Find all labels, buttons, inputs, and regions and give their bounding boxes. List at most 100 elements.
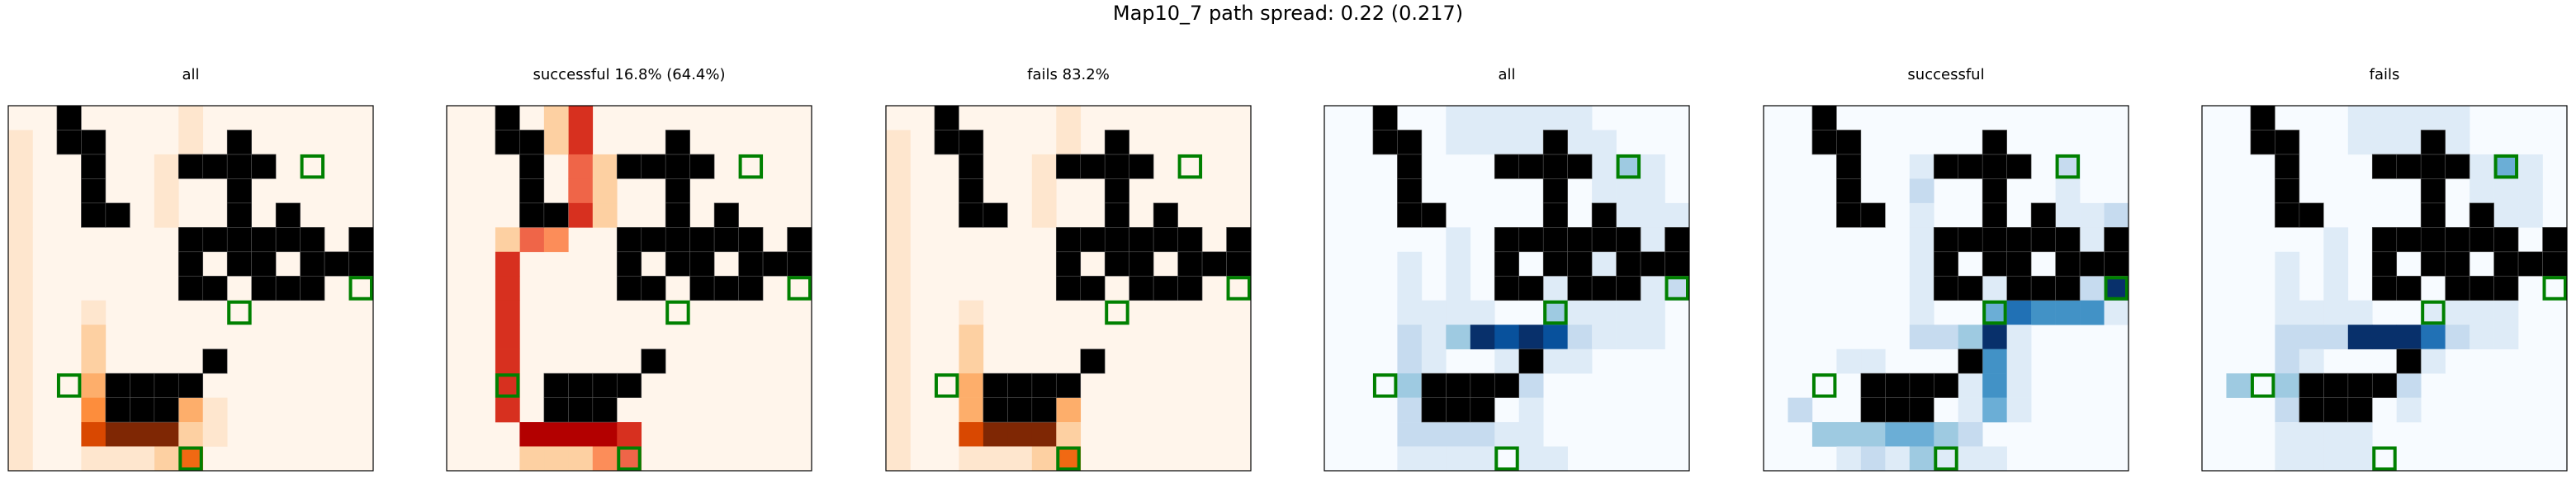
- heat-cell: [983, 422, 1008, 447]
- wall-cell: [1836, 154, 1862, 179]
- wall-cell: [178, 275, 204, 301]
- wall-cell: [1494, 227, 1520, 253]
- wall-cell: [1860, 372, 1886, 398]
- heat-cell: [8, 373, 33, 398]
- wall-cell: [713, 275, 739, 301]
- heat-cell: [81, 422, 107, 447]
- wall-cell: [2420, 227, 2446, 253]
- heat-cell: [1518, 397, 1544, 423]
- wall-cell: [1616, 227, 1641, 253]
- heat-cell: [81, 300, 107, 325]
- wall-cell: [1080, 349, 1106, 374]
- wall-cell: [1177, 275, 1203, 301]
- heat-cell: [495, 325, 520, 349]
- wall-cell: [665, 178, 690, 204]
- wall-cell: [105, 372, 130, 398]
- wall-cell: [2445, 227, 2470, 253]
- wall-cell: [738, 227, 764, 253]
- wall-cell: [105, 397, 130, 423]
- wall-cell: [275, 275, 301, 301]
- heat-cell: [154, 178, 179, 204]
- wall-cell: [1226, 227, 1252, 253]
- heat-cell: [1958, 422, 1983, 447]
- wall-cell: [1933, 372, 1959, 398]
- goal-marker: [934, 373, 959, 398]
- heat-cell: [886, 446, 911, 472]
- goal-marker: [1177, 154, 1203, 179]
- heat-cell: [81, 349, 107, 374]
- wall-cell: [1470, 372, 1495, 398]
- wall-cell: [665, 251, 690, 277]
- heat-cell: [1909, 325, 1934, 349]
- wall-cell: [568, 397, 594, 423]
- heat-cell: [1909, 446, 1934, 472]
- wall-cell: [1177, 251, 1203, 277]
- wall-cell: [1811, 105, 1837, 130]
- wall-cell: [2299, 372, 2324, 398]
- wall-cell: [934, 105, 959, 130]
- figure-title: Map10_7 path spread: 0.22 (0.217): [1112, 2, 1464, 25]
- goal-marker: [1616, 154, 1641, 179]
- heat-cell: [2055, 300, 2081, 325]
- wall-cell: [2396, 227, 2422, 253]
- heat-cell: [1641, 276, 1665, 301]
- heat-cell: [2396, 397, 2422, 423]
- goal-marker: [1105, 300, 1129, 325]
- heat-cell: [130, 446, 155, 472]
- heat-cell: [1397, 373, 1423, 398]
- heat-cell: [1909, 178, 1934, 204]
- heat-cell: [886, 349, 911, 374]
- goal-marker: [178, 446, 203, 471]
- panel-title-successful-reds: successful 16.8% (64.4%): [533, 66, 726, 83]
- goal-marker: [56, 373, 82, 398]
- heat-cell: [2275, 349, 2300, 374]
- heat-cell: [2323, 446, 2349, 472]
- wall-cell: [592, 372, 618, 398]
- wall-cell: [1129, 154, 1154, 179]
- heat-cell: [8, 276, 33, 301]
- heat-cell: [1860, 422, 1886, 447]
- wall-cell: [1007, 372, 1033, 398]
- heat-cell: [1836, 446, 1862, 472]
- heat-cell: [1958, 373, 1983, 398]
- wall-cell: [1811, 130, 1837, 155]
- heat-cell: [2347, 446, 2373, 472]
- heat-cell: [568, 202, 594, 228]
- wall-cell: [1567, 275, 1593, 301]
- heat-cell: [543, 130, 569, 155]
- wall-cell: [1080, 275, 1106, 301]
- heat-cell: [1616, 325, 1641, 349]
- wall-cell: [713, 202, 739, 228]
- heat-cell: [568, 154, 594, 179]
- wall-cell: [1591, 227, 1617, 253]
- wall-cell: [1591, 275, 1617, 301]
- goal-marker: [2250, 373, 2275, 398]
- wall-cell: [1836, 130, 1862, 155]
- heat-cell: [1836, 422, 1862, 447]
- wall-cell: [2055, 275, 2081, 301]
- wall-cell: [959, 130, 984, 155]
- heat-cell: [2445, 106, 2470, 130]
- heat-cell: [2518, 178, 2543, 204]
- heat-cell: [886, 300, 911, 325]
- heat-cell: [568, 130, 594, 155]
- wall-cell: [1372, 105, 1398, 130]
- panel-title-all-oranges: all: [182, 66, 200, 83]
- heat-cell: [1470, 130, 1495, 155]
- wall-cell: [1933, 275, 1959, 301]
- heat-cell: [2347, 422, 2373, 447]
- panel-frame: [7, 105, 374, 472]
- wall-cell: [226, 227, 252, 253]
- wall-cell: [1080, 154, 1106, 179]
- wall-cell: [1982, 202, 2007, 228]
- heat-cell: [617, 446, 642, 472]
- wall-cell: [1129, 275, 1154, 301]
- heat-cell: [1031, 178, 1057, 204]
- heat-cell: [1397, 276, 1423, 301]
- heat-cell: [8, 227, 33, 253]
- goal-marker: [1664, 276, 1689, 301]
- wall-cell: [1129, 227, 1154, 253]
- heat-cell: [495, 251, 520, 277]
- wall-cell: [2396, 275, 2422, 301]
- heat-cell: [154, 446, 179, 472]
